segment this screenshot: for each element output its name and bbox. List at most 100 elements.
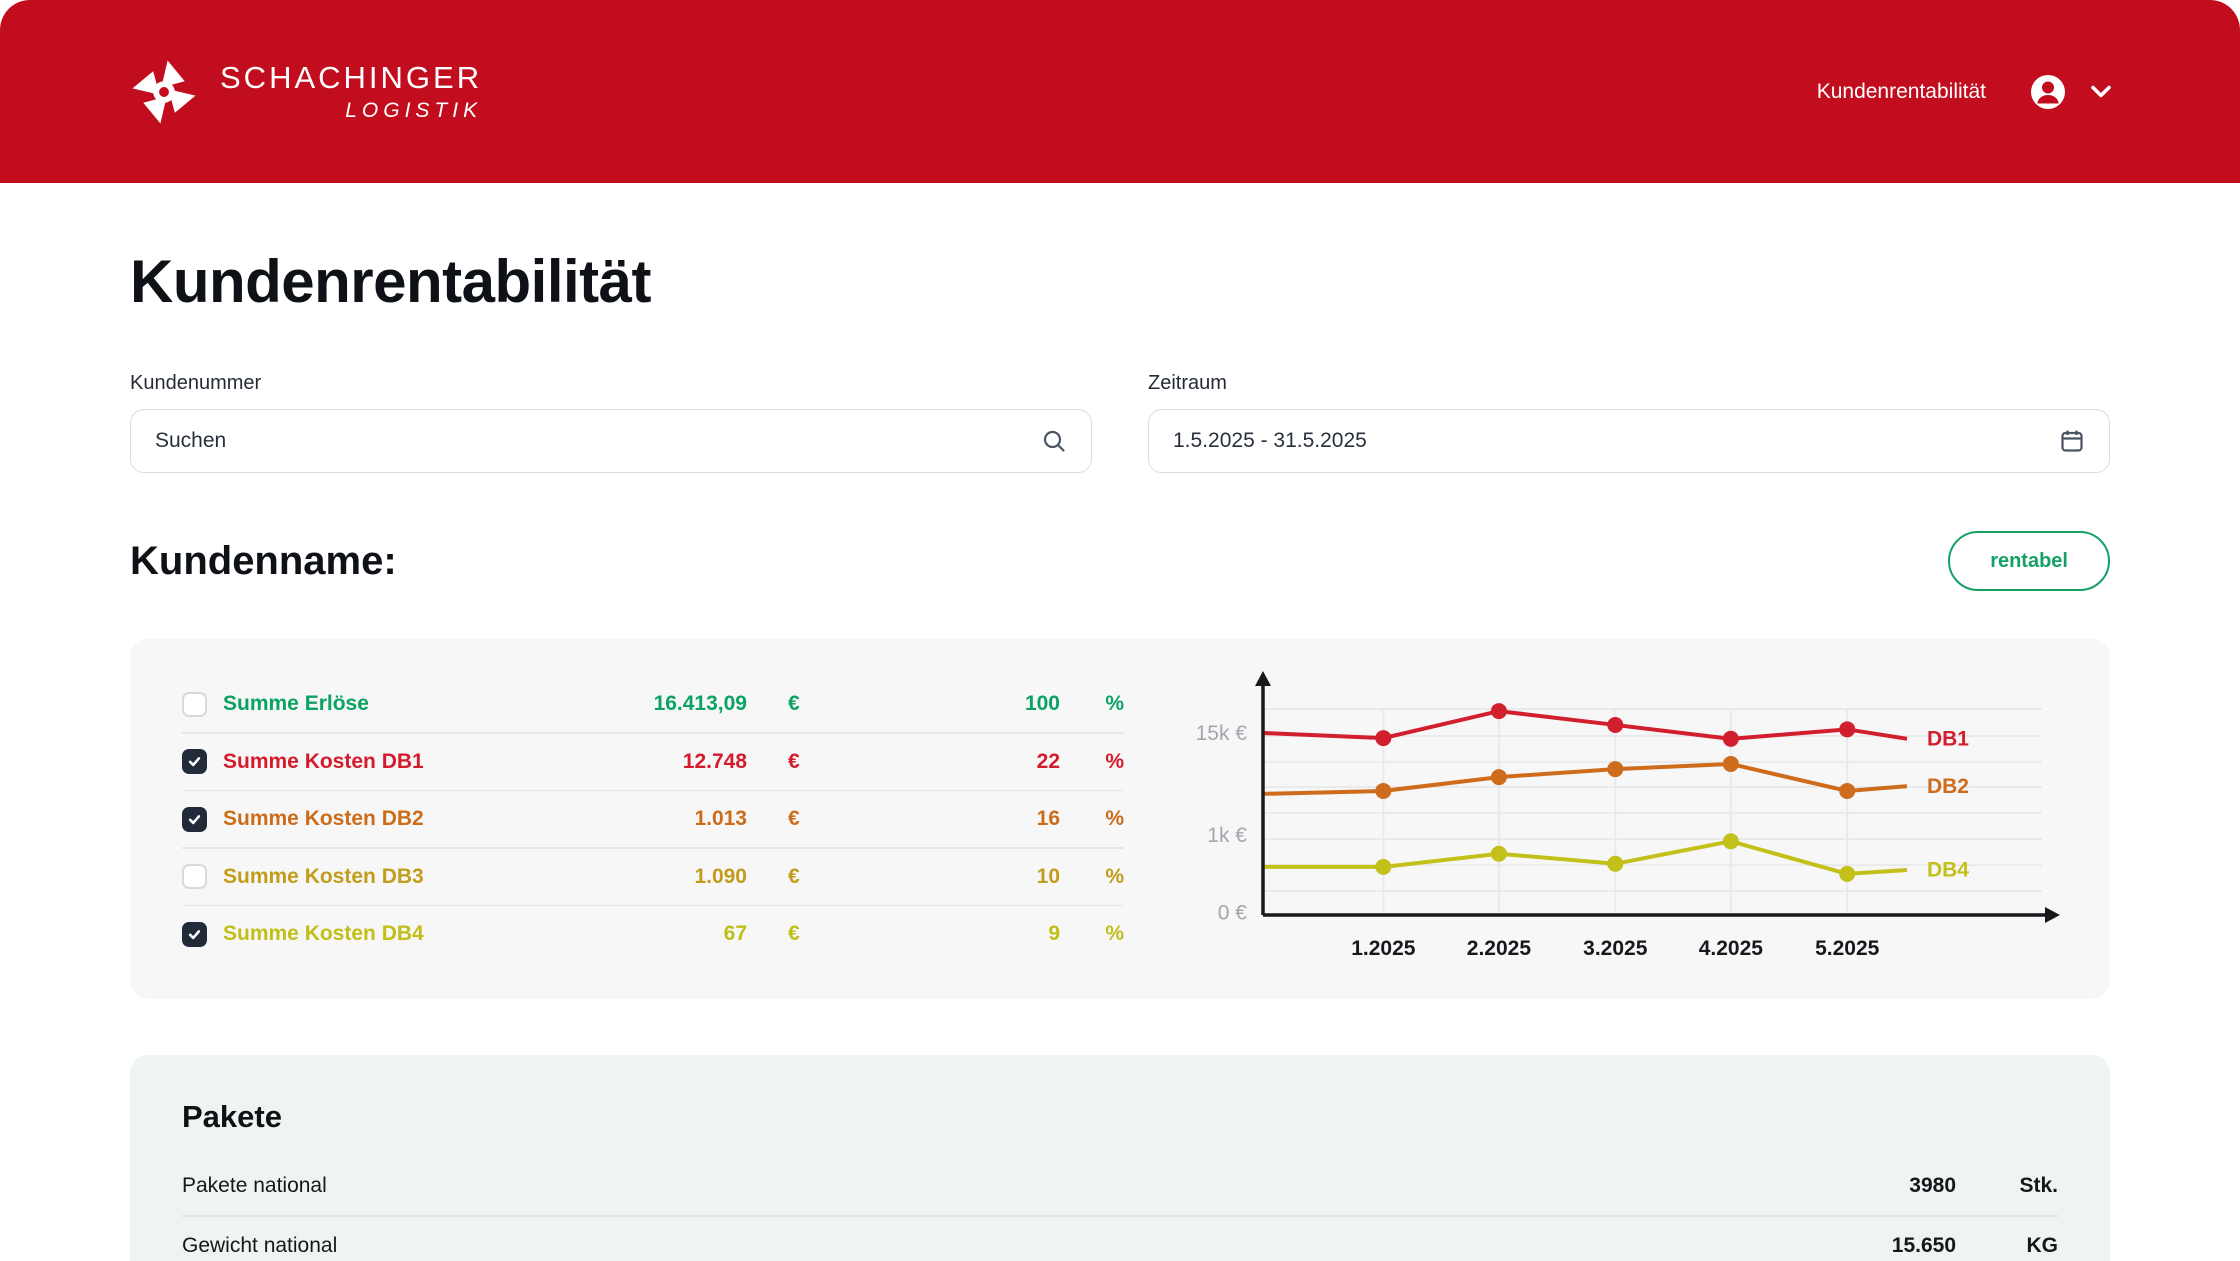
summary-row-percent-sign: % <box>1105 749 1124 773</box>
series-label-DB4: DB4 <box>1927 859 1969 882</box>
row-checkbox-checked[interactable] <box>182 806 207 832</box>
data-point-DB2 <box>1375 782 1392 799</box>
summary-row-percent-sign: % <box>1105 922 1124 945</box>
kundenummer-search-input[interactable] <box>155 429 1041 453</box>
x-tick-label: 1.2025 <box>1351 937 1416 960</box>
kundenummer-label: Kundenummer <box>130 372 262 394</box>
data-point-DB4 <box>1490 845 1507 862</box>
search-icon[interactable] <box>1041 428 1067 454</box>
summary-row-percent: 100 <box>1024 692 1060 715</box>
x-tick-label: 3.2025 <box>1583 937 1648 960</box>
series-line-DB1 <box>1262 709 1908 741</box>
pakete-card: Pakete Pakete national 3980 Stk. Gewicht na… <box>130 1055 2110 1261</box>
logo-subtitle: LOGISTIK <box>345 99 483 122</box>
summary-row-value: 16.413,09 <box>653 692 747 715</box>
row-checkbox-unchecked[interactable] <box>182 864 207 889</box>
data-point-DB4 <box>1375 858 1392 875</box>
summary-row-value: 1.013 <box>694 807 747 830</box>
profitability-status-badge: rentabel <box>1948 531 2110 591</box>
series-line-DB2 <box>1262 761 1908 796</box>
data-point-DB2 <box>1607 761 1624 778</box>
pakete-row: Pakete national 3980 Stk. <box>182 1157 2058 1215</box>
data-point-DB1 <box>1607 716 1624 733</box>
checkmark-icon <box>188 814 201 824</box>
row-divider <box>182 1215 2058 1217</box>
summary-row-percent: 10 <box>1036 864 1060 888</box>
summary-row-label: Summe Kosten DB2 <box>223 807 424 830</box>
y-tick-label: 15k € <box>1196 722 1248 745</box>
data-point-DB1 <box>1490 703 1507 720</box>
row-checkbox-checked[interactable] <box>182 749 207 774</box>
logo-wordmark: SCHACHINGER <box>220 60 483 95</box>
summary-row-label: Summe Kosten DB4 <box>223 922 424 945</box>
summary-row: Summe Kosten DB4 67 €9% <box>182 906 1124 962</box>
zeitraum-input-wrap <box>1148 409 2110 473</box>
summary-row: Summe Kosten DB1 12.748 €22% <box>182 734 1124 790</box>
header-nav: Kundenrentabilität <box>1817 74 2112 110</box>
row-divider <box>182 732 1124 734</box>
row-checkbox-unchecked[interactable] <box>182 691 207 717</box>
summary-row-value: 1.090 <box>694 864 747 888</box>
pakete-table: Pakete national 3980 Stk. Gewicht national 1… <box>182 1157 2058 1261</box>
summary-row-label: Summe Erlöse <box>223 692 369 715</box>
summary-row-value: 12.748 <box>682 749 747 773</box>
chevron-down-icon[interactable] <box>2090 85 2112 99</box>
x-axis-arrow <box>2045 907 2060 923</box>
main-content: Kundenrentabilität Kundenummer Zeitraum <box>0 183 2240 1261</box>
user-avatar-icon[interactable] <box>2030 74 2066 110</box>
pakete-row-label: Pakete national <box>182 1174 327 1197</box>
checkmark-icon <box>188 929 201 939</box>
pinwheel-logo-icon <box>132 60 196 123</box>
pakete-row-unit: KG <box>2026 1233 2059 1257</box>
data-point-DB4 <box>1607 855 1624 872</box>
summary-row-label: Summe Kosten DB1 <box>223 749 424 773</box>
row-divider <box>182 847 1124 849</box>
summary-row-currency: € <box>788 864 800 888</box>
series-label-DB1: DB1 <box>1927 727 1969 750</box>
pakete-row-value: 3980 <box>1909 1174 1956 1197</box>
row-checkbox-checked[interactable] <box>182 921 207 947</box>
x-tick-label: 4.2025 <box>1699 937 1764 960</box>
checkmark-icon <box>188 757 201 767</box>
app-header: SCHACHINGER LOGISTIK Kundenrentabilität <box>0 0 2240 183</box>
summary-row-currency: € <box>788 807 800 830</box>
series-line-DB4 <box>1263 839 1908 876</box>
summary-row-percent: 16 <box>1036 807 1060 830</box>
summary-table: Summe Erlöse 16.413,09 €100% Summe Kosten D… <box>182 676 1124 962</box>
pakete-row: Gewicht national 15.650 KG <box>182 1217 2058 1261</box>
data-point-DB1 <box>1722 730 1739 747</box>
y-tick-label: 0 € <box>1218 902 1248 925</box>
pakete-title: Pakete <box>182 1099 282 1134</box>
x-tick-label: 5.2025 <box>1815 937 1880 960</box>
summary-row-currency: € <box>788 922 800 945</box>
nav-kundenrentabilitaet[interactable]: Kundenrentabilität <box>1816 79 1986 103</box>
summary-row-label: Summe Kosten DB3 <box>223 864 424 888</box>
kundenummer-input-wrap <box>130 409 1092 473</box>
customer-header-row: Kundenname: rentabel <box>130 531 2110 591</box>
y-axis-arrow <box>1255 671 1271 686</box>
db-line-chart: DB1 DB2 DB4 15k € 1k € 0 € 1.2025 2.2025 3.2025 4… <box>1196 671 2060 960</box>
series-label-DB2: DB2 <box>1927 775 1969 798</box>
user-menu[interactable] <box>2030 74 2112 110</box>
data-point-DB2 <box>1722 755 1739 772</box>
zeitraum-label: Zeitraum <box>1148 372 1227 394</box>
pakete-row-label: Gewicht national <box>182 1233 338 1257</box>
row-divider <box>182 789 1124 791</box>
zeitraum-daterange-input[interactable] <box>1173 429 2059 453</box>
summary-row: Summe Erlöse 16.413,09 €100% <box>182 676 1124 732</box>
customer-name-heading: Kundenname: <box>130 538 397 583</box>
y-tick-label: 1k € <box>1207 824 1247 847</box>
summary-row-currency: € <box>788 692 800 715</box>
summary-row-percent-sign: % <box>1105 807 1124 830</box>
row-divider <box>182 904 1124 906</box>
brand-logo: SCHACHINGER LOGISTIK <box>128 56 482 128</box>
summary-row-percent: 22 <box>1036 749 1060 773</box>
calendar-icon[interactable] <box>2059 428 2085 454</box>
x-tick-label: 2.2025 <box>1467 937 1532 960</box>
summary-row-percent: 9 <box>1048 922 1060 945</box>
summary-row-percent-sign: % <box>1105 864 1124 888</box>
data-point-DB1 <box>1839 721 1856 738</box>
kundenummer-field-group: Kundenummer <box>130 372 1092 473</box>
data-point-DB4 <box>1839 865 1856 882</box>
